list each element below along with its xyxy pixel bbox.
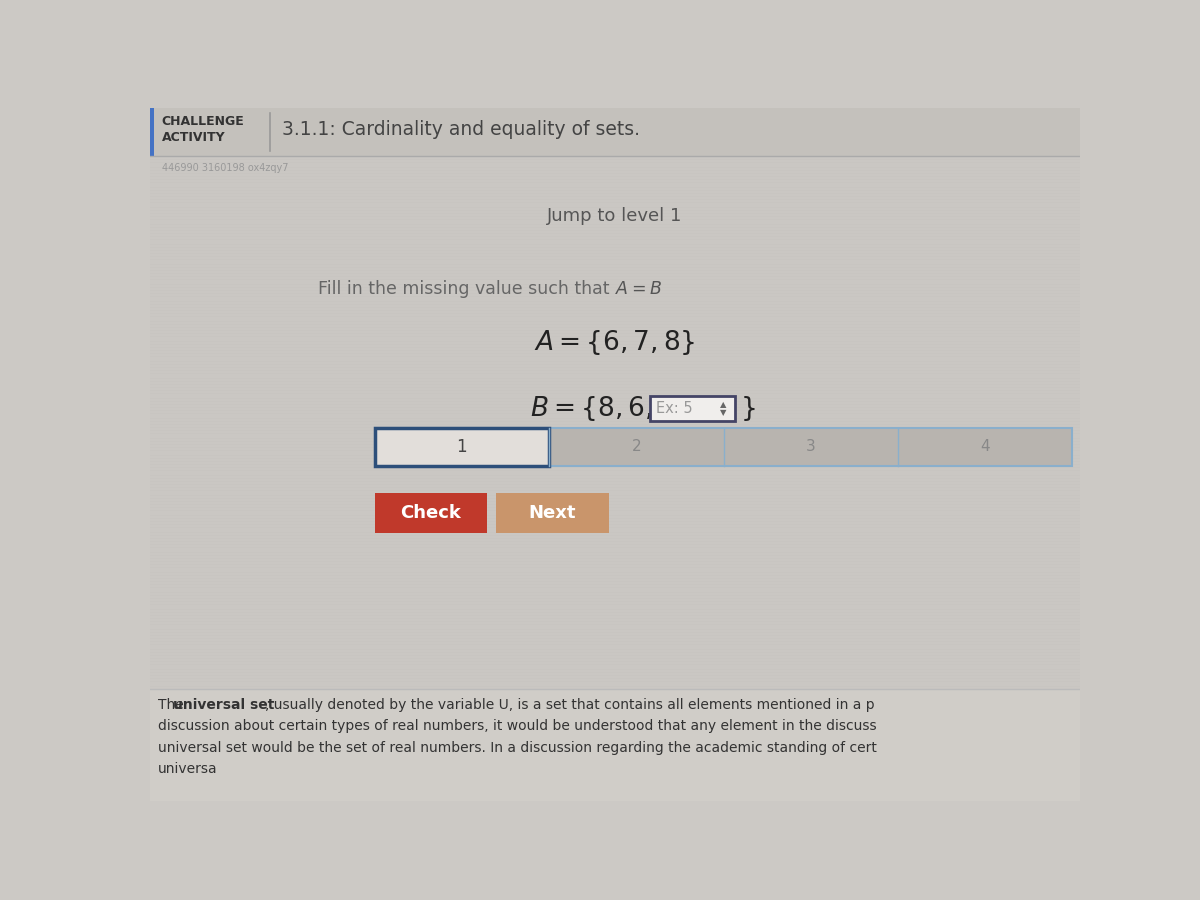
Bar bbox=[150, 108, 1080, 156]
Text: ACTIVITY: ACTIVITY bbox=[162, 130, 226, 144]
Text: $A = B$: $A = B$ bbox=[616, 280, 662, 298]
Text: 4: 4 bbox=[980, 439, 990, 454]
Text: Fill in the missing value such that: Fill in the missing value such that bbox=[318, 280, 616, 298]
Text: $\}$: $\}$ bbox=[739, 394, 755, 423]
Bar bbox=[650, 396, 736, 420]
Text: Check: Check bbox=[401, 504, 461, 522]
Bar bbox=[374, 428, 550, 466]
Text: $B = \{8, 6,$: $B = \{8, 6,$ bbox=[529, 394, 652, 423]
Text: ▲: ▲ bbox=[720, 400, 726, 409]
Text: 446990 3160198 ox4zqy7: 446990 3160198 ox4zqy7 bbox=[162, 163, 288, 173]
Text: Jump to level 1: Jump to level 1 bbox=[547, 207, 683, 225]
Bar bbox=[374, 428, 1073, 466]
Text: Ex: 5: Ex: 5 bbox=[656, 400, 692, 416]
Text: ▼: ▼ bbox=[720, 408, 726, 417]
Text: Next: Next bbox=[529, 504, 576, 522]
Text: universa: universa bbox=[157, 762, 217, 777]
Bar bbox=[150, 689, 1080, 801]
Text: 3.1.1: Cardinality and equality of sets.: 3.1.1: Cardinality and equality of sets. bbox=[282, 120, 640, 140]
Bar bbox=[150, 108, 154, 156]
Bar bbox=[374, 493, 487, 533]
Text: 1: 1 bbox=[457, 437, 467, 455]
Text: , usually denoted by the variable U, is a set that contains all elements mention: , usually denoted by the variable U, is … bbox=[265, 698, 875, 712]
Bar bbox=[497, 493, 608, 533]
Text: discussion about certain types of real numbers, it would be understood that any : discussion about certain types of real n… bbox=[157, 719, 876, 733]
Text: The: The bbox=[157, 698, 188, 712]
Text: universal set: universal set bbox=[173, 698, 275, 712]
Text: 3: 3 bbox=[806, 439, 816, 454]
Text: CHALLENGE: CHALLENGE bbox=[162, 115, 245, 129]
Text: universal set would be the set of real numbers. In a discussion regarding the ac: universal set would be the set of real n… bbox=[157, 741, 877, 755]
Text: 2: 2 bbox=[631, 439, 641, 454]
Text: $A = \{6, 7, 8\}$: $A = \{6, 7, 8\}$ bbox=[534, 328, 696, 357]
